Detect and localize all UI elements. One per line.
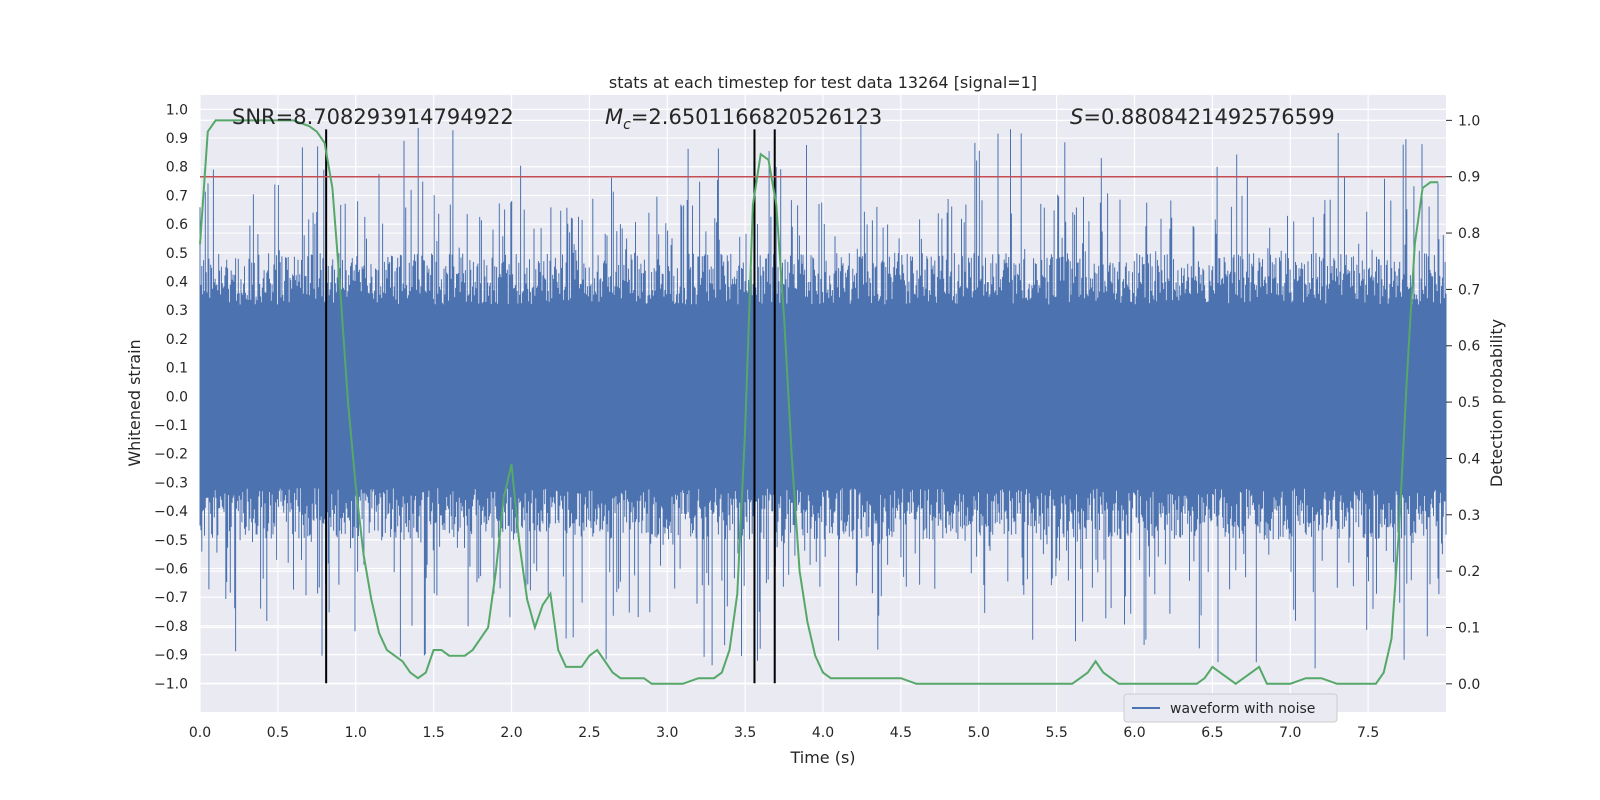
y2-tick-label: 0.6 (1458, 339, 1480, 355)
chart-title: stats at each timestep for test data 132… (609, 73, 1037, 92)
y-tick-label: −0.6 (154, 562, 188, 578)
y-tick-label: −0.3 (154, 475, 188, 491)
mc-symbol: M (605, 105, 623, 129)
y2-tick-label: 0.7 (1458, 282, 1480, 298)
x-tick-label: 0.5 (267, 725, 289, 741)
y-axis-label: Whitened strain (125, 339, 144, 466)
x-tick-label: 5.5 (1045, 725, 1067, 741)
x-tick-label: 4.0 (812, 725, 834, 741)
y2-tick-label: 0.4 (1458, 451, 1480, 467)
y2-tick-label: 0.1 (1458, 620, 1480, 636)
y-tick-label: 0.8 (166, 160, 188, 176)
s-symbol: S (1070, 105, 1083, 129)
x-tick-label: 6.5 (1201, 725, 1223, 741)
chirp-mass-annotation: Mc=2.6501166820526123 (605, 105, 882, 133)
y2-axis-label: Detection probability (1487, 319, 1506, 487)
y-tick-label: 0.0 (166, 389, 188, 405)
legend: waveform with noise (1123, 693, 1338, 723)
x-tick-label: 0.0 (189, 725, 211, 741)
mc-value: =2.6501166820526123 (631, 105, 882, 129)
x-tick-label: 7.0 (1279, 725, 1301, 741)
score-annotation: S=0.8808421492576599 (1070, 105, 1335, 129)
y-tick-label: 0.6 (166, 217, 188, 233)
x-axis-label: Time (s) (789, 748, 855, 767)
y-tick-label: −0.1 (154, 418, 188, 434)
y-tick-label: −0.2 (154, 447, 188, 463)
y-tick-label: 0.1 (166, 361, 188, 377)
y2-axis-ticks: 1.0 0.9 0.8 0.7 0.6 0.5 0.4 0.3 0.2 0.1 0.0 (1446, 113, 1480, 693)
x-tick-label: 7.5 (1357, 725, 1379, 741)
snr-annotation: SNR=8.708293914794922 (232, 105, 514, 129)
y-tick-label: −0.4 (154, 504, 188, 520)
x-tick-label: 3.5 (734, 725, 756, 741)
y2-tick-label: 1.0 (1458, 113, 1480, 129)
x-axis-ticks: 0.0 0.5 1.0 1.5 2.0 2.5 3.0 3.5 4.0 4.5 5.0 5.5 6.0 6… (189, 725, 1379, 741)
y-tick-label: −1.0 (154, 676, 188, 692)
legend-box (1123, 693, 1338, 723)
y2-tick-label: 0.0 (1458, 677, 1480, 693)
x-tick-label: 2.5 (578, 725, 600, 741)
y2-tick-label: 0.3 (1458, 508, 1480, 524)
y-tick-label: 0.9 (166, 131, 188, 147)
legend-label: waveform with noise (1170, 701, 1315, 717)
event-markers (325, 129, 776, 684)
y-tick-label: −0.5 (154, 533, 188, 549)
y-tick-label: 0.5 (166, 246, 188, 262)
x-tick-label: 4.5 (890, 725, 912, 741)
y-tick-label: −0.7 (154, 590, 188, 606)
x-tick-label: 1.0 (345, 725, 367, 741)
x-tick-label: 3.0 (656, 725, 678, 741)
y2-tick-label: 0.8 (1458, 226, 1480, 242)
y2-tick-label: 0.2 (1458, 564, 1480, 580)
x-tick-label: 1.5 (422, 725, 444, 741)
y-tick-label: 0.4 (166, 275, 188, 291)
x-tick-label: 6.0 (1123, 725, 1145, 741)
y-tick-label: 0.2 (166, 332, 188, 348)
y2-tick-label: 0.9 (1458, 170, 1480, 186)
y-axis-ticks: 1.0 0.9 0.8 0.7 0.6 0.5 0.4 0.3 0.2 0.1 0.0 −0.1 −0.… (154, 102, 188, 692)
mc-subscript: c (623, 117, 631, 133)
y-tick-label: −0.8 (154, 619, 188, 635)
y-tick-label: 1.0 (166, 102, 188, 118)
y-tick-label: 0.7 (166, 188, 188, 204)
x-tick-label: 2.0 (500, 725, 522, 741)
detection-probability-line (199, 119, 1439, 686)
x-tick-label: 5.0 (968, 725, 990, 741)
y-tick-label: −0.9 (154, 648, 188, 664)
s-value: =0.8808421492576599 (1083, 105, 1334, 129)
y-tick-label: 0.3 (166, 303, 188, 319)
y2-tick-label: 0.5 (1458, 395, 1480, 411)
